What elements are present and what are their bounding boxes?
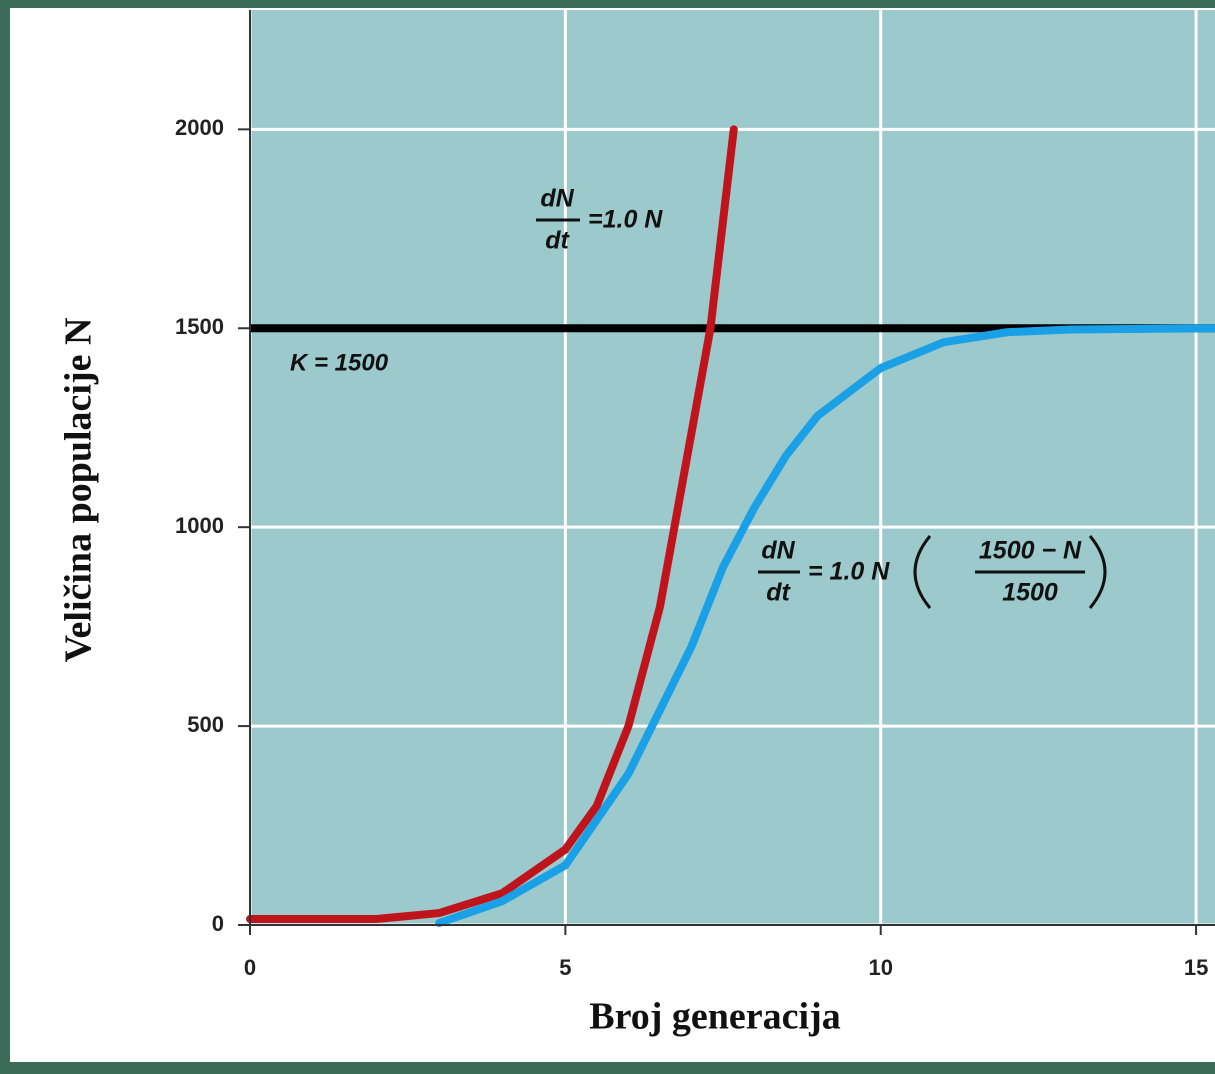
x-tick-label: 10 [868,955,892,980]
eq-denominator: dt [545,227,570,255]
y-tick-label: 1000 [175,513,224,538]
eq-inner-numerator: 1500 − N [979,537,1082,565]
x-axis-title: Broj generacija [589,996,841,1038]
eq-rest: =1.0 N [588,206,663,234]
x-tick-label: 5 [559,955,571,980]
y-axis-title: Veličina populacije N [58,318,100,663]
eq-denominator: dt [766,579,791,607]
eq-rest: = 1.0 N [808,558,890,586]
x-tick-label: 15 [1184,955,1208,980]
eq-numerator: dN [540,185,574,213]
eq-inner-denominator: 1500 [1002,579,1058,607]
eq-numerator: dN [761,537,795,565]
y-tick-label: 1500 [175,314,224,339]
y-tick-label: 2000 [175,115,224,140]
x-tick-label: 0 [244,955,256,980]
chart: Broj generacija Veličina populacije N dN… [0,0,1215,1074]
y-tick-label: 0 [212,911,224,936]
k-label: K = 1500 [290,350,389,377]
y-tick-label: 500 [187,712,224,737]
